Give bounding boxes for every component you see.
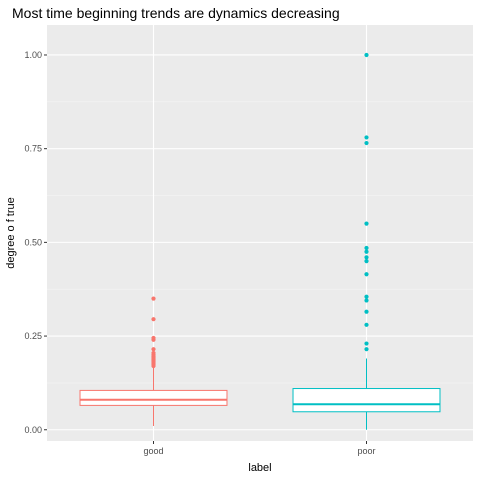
box-poor (292, 52, 441, 430)
outlier-point (364, 245, 369, 251)
outlier-point (151, 350, 156, 356)
outlier-point (364, 294, 369, 299)
y-tick-label: 1.00 (24, 50, 42, 60)
y-axis: 0.00 0.25 0.50 0.75 1.00 (24, 50, 47, 435)
box-good (79, 296, 228, 427)
outlier-point (364, 52, 369, 58)
outlier-point (364, 255, 369, 260)
y-tick-label: 0.25 (24, 331, 42, 341)
outlier-point (364, 341, 369, 346)
x-tick-label: good (143, 446, 163, 456)
minor-gridlines (47, 101, 473, 384)
outlier-point (151, 335, 156, 341)
outlier-point (151, 296, 156, 301)
box-body (292, 388, 441, 413)
plot-panel (47, 25, 473, 441)
box-body (79, 389, 228, 406)
outlier-point (364, 322, 369, 327)
x-axis: good poor (143, 441, 376, 456)
outlier-point (364, 249, 369, 254)
outlier-point (364, 309, 369, 314)
outlier-point (364, 221, 369, 226)
outlier-point (364, 272, 369, 277)
box-series (79, 52, 441, 430)
y-tick-label: 0.75 (24, 144, 42, 154)
outlier-point (364, 259, 369, 264)
outlier-point (151, 347, 156, 352)
outlier-point (364, 298, 369, 303)
outlier-point (364, 140, 369, 146)
y-tick-label: 0.50 (24, 237, 42, 247)
y-tick-label: 0.00 (24, 425, 42, 435)
outlier-point (364, 135, 369, 140)
outlier-point (151, 317, 156, 322)
chart-title: Most time beginning trends are dynamics … (12, 5, 340, 21)
x-tick-label: poor (357, 446, 375, 456)
x-axis-title: label (248, 462, 271, 474)
y-axis-title: degree o f true (5, 197, 17, 269)
outlier-point (364, 347, 369, 352)
